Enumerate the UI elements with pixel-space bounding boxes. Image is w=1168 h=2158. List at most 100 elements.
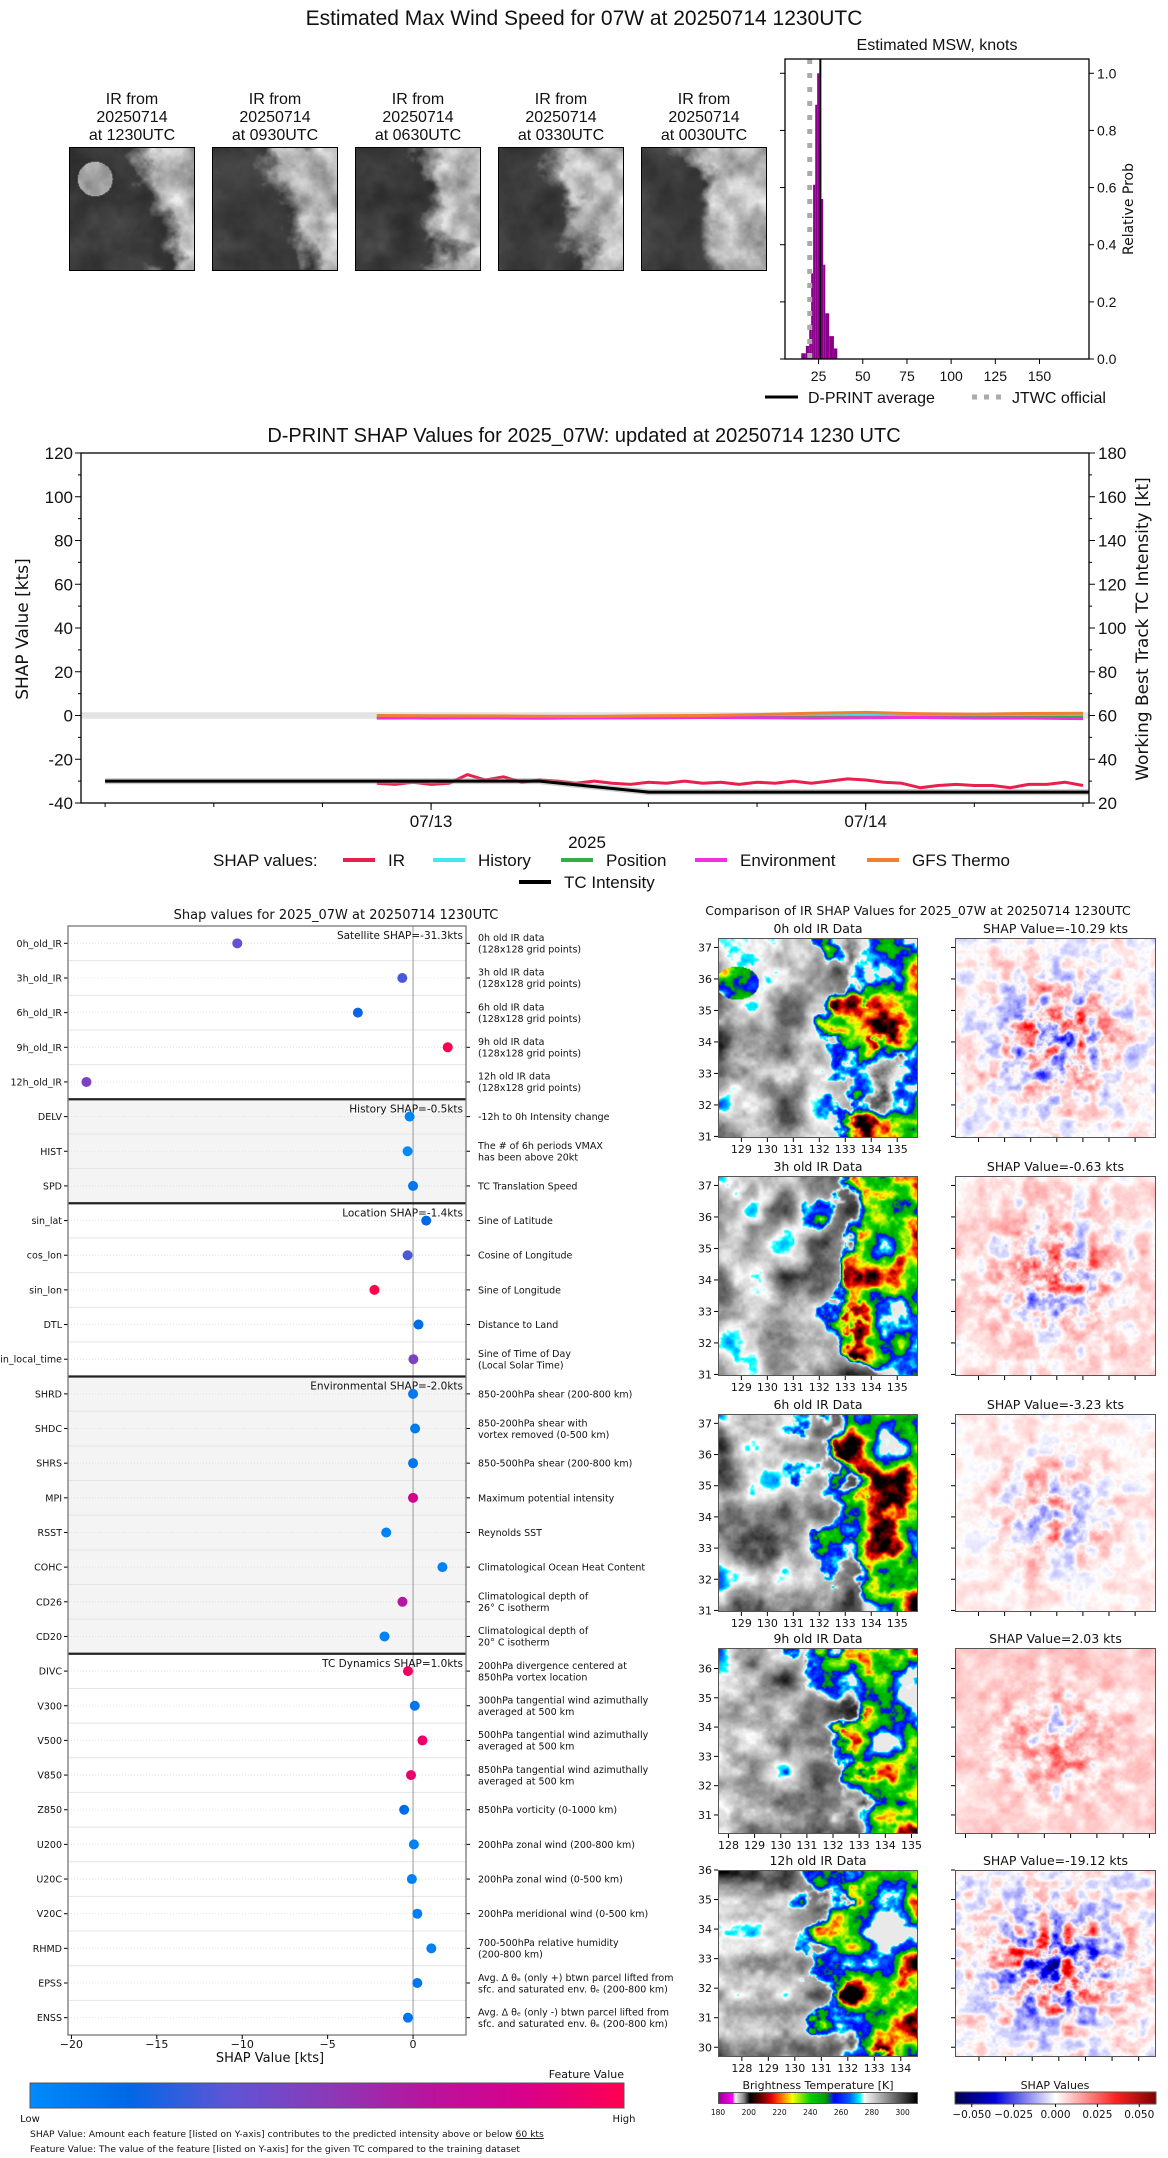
- lon-tick-label: 135: [887, 1143, 908, 1156]
- scatter-axes-frame: [67, 925, 467, 2036]
- feature-name: cos_lon: [27, 1251, 62, 1262]
- lon-tick-label: 130: [757, 1617, 778, 1630]
- y-tick-label: 100: [45, 488, 73, 507]
- feature-description: -12h to 0h Intensity change: [478, 1112, 610, 1123]
- lon-tick-label: 135: [901, 1839, 922, 1852]
- feature-name: sin_lat: [31, 1216, 62, 1227]
- timeline-axes-frame: [80, 452, 1090, 804]
- feature-description: 0h old IR data: [478, 933, 544, 944]
- feature-name: SHRS: [36, 1459, 62, 1470]
- thumbnail-label-line1: IR from: [535, 91, 587, 108]
- footnote-feature-value: Feature Value: The value of the feature …: [30, 2144, 520, 2155]
- group-shap-label: TC Dynamics SHAP=1.0kts: [321, 1658, 463, 1670]
- shap-dot: [412, 1908, 423, 1919]
- feature-description: vortex removed (0-500 km): [478, 1430, 609, 1441]
- group-shap-label: Satellite SHAP=-31.3kts: [337, 930, 463, 942]
- lon-tick-label: 129: [731, 1381, 752, 1394]
- shap-panel-title: SHAP Value=-3.23 kts: [987, 1397, 1124, 1412]
- lon-tick-label: 135: [887, 1381, 908, 1394]
- series-line-gfs-thermo: [376, 710, 1084, 718]
- lat-tick-label: 32: [698, 1982, 712, 1995]
- thumbnail-label-date: 20250714: [668, 109, 739, 126]
- lon-tick-label: 131: [783, 1381, 804, 1394]
- feature-description: 300hPa tangential wind azimuthally: [478, 1696, 649, 1707]
- shap-dot: [397, 1596, 408, 1607]
- y-axis-label: Relative Prob: [1121, 163, 1137, 255]
- x-tick-label: 0: [410, 2038, 417, 2051]
- shap-values-colorbar: [954, 2091, 1157, 2105]
- bt-colorbar-title: Brightness Temperature [K]: [742, 2079, 893, 2092]
- thumbnail-label-line1: IR from: [678, 91, 730, 108]
- legend-title: SHAP values:: [213, 851, 318, 870]
- lon-tick-label: 133: [849, 1839, 870, 1852]
- feature-name: RHMD: [33, 1944, 62, 1955]
- bt-tick-label: 200: [742, 2108, 757, 2117]
- y-right-axis-label: Working Best Track TC Intensity [kt]: [1133, 477, 1153, 781]
- shap-panel-title: SHAP Value=-10.29 kts: [983, 921, 1128, 936]
- feature-name: HIST: [40, 1147, 62, 1158]
- x-tick-label: −10: [231, 2038, 254, 2051]
- lon-tick-label: 132: [809, 1381, 830, 1394]
- lon-tick-label: 133: [835, 1617, 856, 1630]
- ir-panel-title: 12h old IR Data: [769, 1853, 866, 1868]
- lon-tick-label: 130: [770, 1839, 791, 1852]
- feature-name: CD26: [36, 1597, 62, 1608]
- shap-panel-title: SHAP Value=-0.63 kts: [987, 1159, 1124, 1174]
- y-right-tick-label: 180: [1098, 444, 1126, 463]
- lat-tick-label: 35: [698, 1480, 712, 1493]
- thumbnail-label-time: at 0330UTC: [518, 127, 604, 144]
- lat-tick-label: 36: [698, 1449, 712, 1462]
- feature-description: Climatological depth of: [478, 1592, 589, 1603]
- legend-label: IR: [388, 851, 405, 870]
- colorbar-low-label: Low: [20, 2114, 40, 2125]
- thumbnail-label-line1: IR from: [249, 91, 301, 108]
- histogram-bar: [833, 348, 838, 359]
- footnote-shap-text: SHAP Value: Amount each feature [listed …: [30, 2129, 515, 2140]
- lat-tick-label: 32: [698, 1780, 712, 1793]
- feature-description: Sine of Latitude: [478, 1216, 553, 1227]
- feature-description: Reynolds SST: [478, 1528, 542, 1539]
- feature-name: CD20: [36, 1632, 62, 1643]
- lat-tick-label: 33: [698, 1542, 712, 1555]
- feature-description: 6h old IR data: [478, 1002, 544, 1013]
- bt-tick-label: 240: [803, 2108, 818, 2117]
- lon-tick-label: 130: [757, 1381, 778, 1394]
- feature-description: Sine of Time of Day: [478, 1349, 571, 1360]
- feature-description: (128x128 grid points): [478, 979, 581, 990]
- lon-tick-label: 134: [861, 1617, 882, 1630]
- feature-name: DIVC: [39, 1667, 63, 1678]
- thumbnail-label-date: 20250714: [239, 109, 310, 126]
- x-tick-label: −5: [320, 2038, 336, 2051]
- feature-description: has been above 20kt: [478, 1153, 578, 1164]
- thumbnail-label-line1: IR from: [392, 91, 444, 108]
- y-tick-label: 0.0: [1097, 351, 1117, 367]
- feature-description: Climatological Ocean Heat Content: [478, 1563, 645, 1574]
- legend-label: Position: [606, 851, 666, 870]
- histogram-bar: [815, 104, 818, 359]
- lon-tick-label: 133: [864, 2062, 885, 2075]
- lon-tick-label: 130: [784, 2062, 805, 2075]
- shap-dot: [412, 1978, 423, 1989]
- y-right-tick-label: 140: [1098, 532, 1126, 551]
- bt-tick-label: 220: [772, 2108, 787, 2117]
- thumbnail-label-date: 20250714: [525, 109, 596, 126]
- lat-tick-label: 35: [698, 1692, 712, 1705]
- shap-dot: [417, 1735, 428, 1746]
- legend-dprint-label: D-PRINT average: [808, 390, 935, 407]
- scatter-title: Shap values for 2025_07W at 20250714 123…: [174, 908, 499, 923]
- series-line-environment: [376, 716, 1084, 721]
- shap-dot: [437, 1562, 448, 1573]
- lon-tick-label: 129: [758, 2062, 779, 2075]
- feature-name: ENSS: [37, 2013, 62, 2024]
- lat-tick-label: 35: [698, 1004, 712, 1017]
- feature-description: averaged at 500 km: [478, 1707, 574, 1718]
- lon-tick-label: 132: [809, 1617, 830, 1630]
- shap-dot: [409, 1700, 420, 1711]
- shap-dot: [408, 1839, 419, 1850]
- shap-dot: [426, 1943, 437, 1954]
- y-tick-label: 1.0: [1097, 65, 1117, 81]
- x-tick-label: −20: [60, 2038, 83, 2051]
- x-tick-label: 125: [984, 368, 1008, 384]
- feature-name: RSST: [38, 1528, 63, 1539]
- colorbar-title: Feature Value: [549, 2068, 625, 2081]
